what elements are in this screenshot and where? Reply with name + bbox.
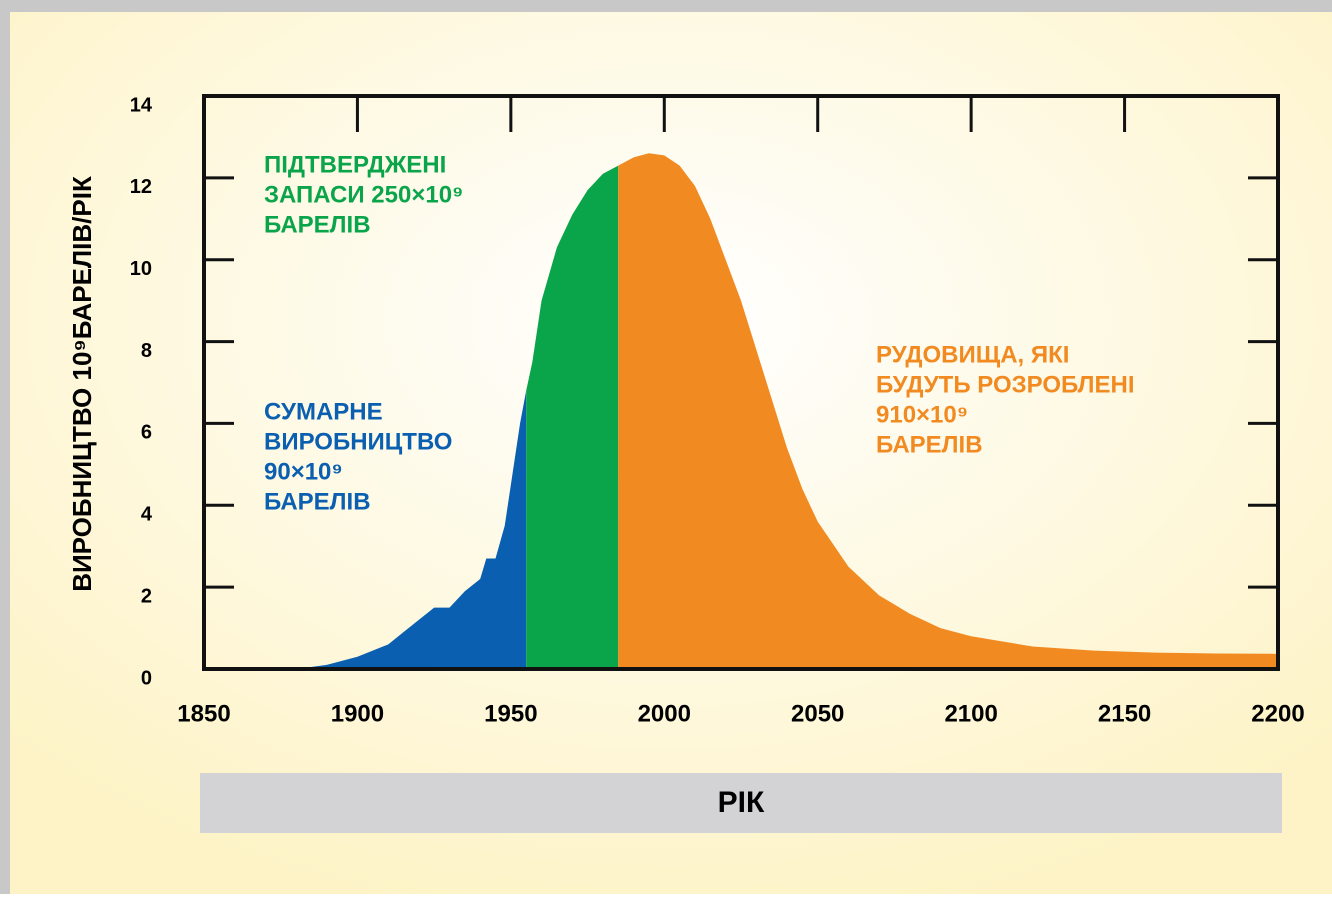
x-label-box bbox=[200, 773, 1282, 833]
annotation: ВИРОБНИЦТВО bbox=[264, 428, 452, 455]
y-tick-label: 4 bbox=[141, 504, 153, 526]
annotation: ЗАПАСИ 250×10⁹ bbox=[264, 181, 463, 208]
y-tick-label: 14 bbox=[130, 94, 153, 116]
y-tick-label: 2 bbox=[141, 585, 152, 607]
y-tick-label: 12 bbox=[130, 176, 152, 198]
x-tick-label: 2200 bbox=[1251, 700, 1304, 727]
annotation: ПІДТВЕРДЖЕНІ bbox=[264, 151, 446, 178]
plot-frame bbox=[202, 94, 1280, 671]
x-tick-label: 2150 bbox=[1098, 700, 1151, 727]
area bbox=[618, 153, 1278, 670]
annotation: РУДОВИЩА, ЯКІ bbox=[876, 341, 1069, 368]
annotation: БАРЕЛІВ bbox=[264, 488, 371, 515]
y-tick-label: 8 bbox=[141, 340, 152, 362]
x-tick-label: 2100 bbox=[944, 700, 997, 727]
area bbox=[526, 165, 619, 670]
y-axis-label: ВИРОБНИЦТВО 10⁹БАРЕЛІВ/РІК bbox=[67, 176, 97, 592]
annotation: БАРЕЛІВ bbox=[876, 431, 983, 458]
y-tick-label: 10 bbox=[130, 258, 152, 280]
x-tick-label: 1900 bbox=[331, 700, 384, 727]
annotation: 90×10⁹ bbox=[264, 458, 343, 485]
x-tick-label: 2000 bbox=[638, 700, 691, 727]
x-tick-label: 2050 bbox=[791, 700, 844, 727]
x-axis-label: РІК bbox=[718, 786, 765, 819]
area bbox=[296, 390, 527, 669]
annotation: БУДУТЬ РОЗРОБЛЕНІ bbox=[876, 371, 1135, 398]
x-tick-label: 1850 bbox=[177, 700, 230, 727]
annotation: 910×10⁹ bbox=[876, 401, 968, 428]
annotation: БАРЕЛІВ bbox=[264, 211, 371, 238]
x-tick-label: 1950 bbox=[484, 700, 537, 727]
annotation: СУМАРНЕ bbox=[264, 398, 383, 425]
y-tick-label: 0 bbox=[141, 667, 152, 689]
y-tick-label: 6 bbox=[141, 422, 152, 444]
